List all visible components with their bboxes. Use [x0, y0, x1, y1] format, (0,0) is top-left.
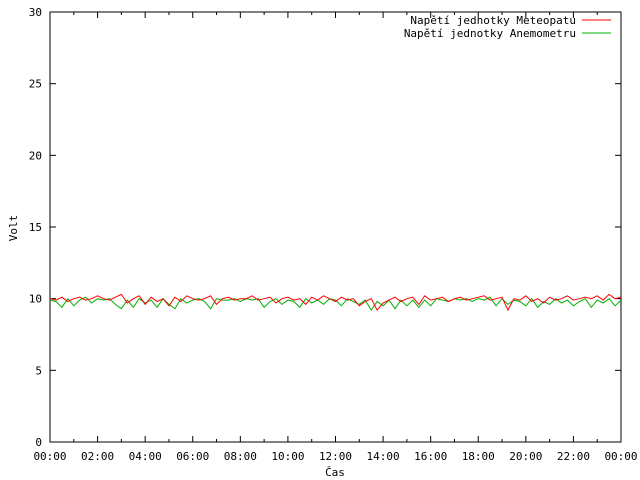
x-axis: 00:00 02:00 04:00 06:00 08:00 10:00 12:00 14:00… [33, 12, 638, 463]
series-layer [49, 293, 622, 312]
x-tick-label: 00:00 [604, 450, 637, 463]
y-tick-label: 10 [29, 293, 42, 306]
y-tick-label: 0 [35, 436, 42, 449]
legend: Napětí jednotky Meteopatu Napětí jednotk… [404, 14, 611, 40]
y-axis-title: Volt [7, 215, 20, 242]
y-tick-label: 30 [29, 6, 42, 19]
series-line-meteopat [49, 293, 622, 312]
x-tick-label: 12:00 [319, 450, 352, 463]
y-tick-label: 15 [29, 221, 42, 234]
x-tick-label: 04:00 [129, 450, 162, 463]
x-tick-label: 14:00 [367, 450, 400, 463]
legend-label-anemometr: Napětí jednotky Anemometru [404, 27, 576, 40]
x-tick-label: 02:00 [81, 450, 114, 463]
x-tick-label: 16:00 [414, 450, 447, 463]
y-tick-label: 5 [35, 364, 42, 377]
legend-label-meteopat: Napětí jednotky Meteopatu [410, 14, 576, 27]
plot-area [49, 11, 622, 443]
x-tick-label: 06:00 [176, 450, 209, 463]
y-tick-label: 25 [29, 78, 42, 91]
x-tick-label: 10:00 [271, 450, 304, 463]
y-axis: 0 5 10 15 20 25 30 [29, 6, 621, 449]
x-tick-label: 20:00 [509, 450, 542, 463]
x-tick-label: 18:00 [462, 450, 495, 463]
series-line-anemometr [49, 296, 622, 312]
y-tick-label: 20 [29, 149, 42, 162]
x-axis-title: Čas [325, 466, 345, 479]
x-tick-label: 22:00 [557, 450, 590, 463]
x-tick-label: 08:00 [224, 450, 257, 463]
x-tick-label: 00:00 [33, 450, 66, 463]
